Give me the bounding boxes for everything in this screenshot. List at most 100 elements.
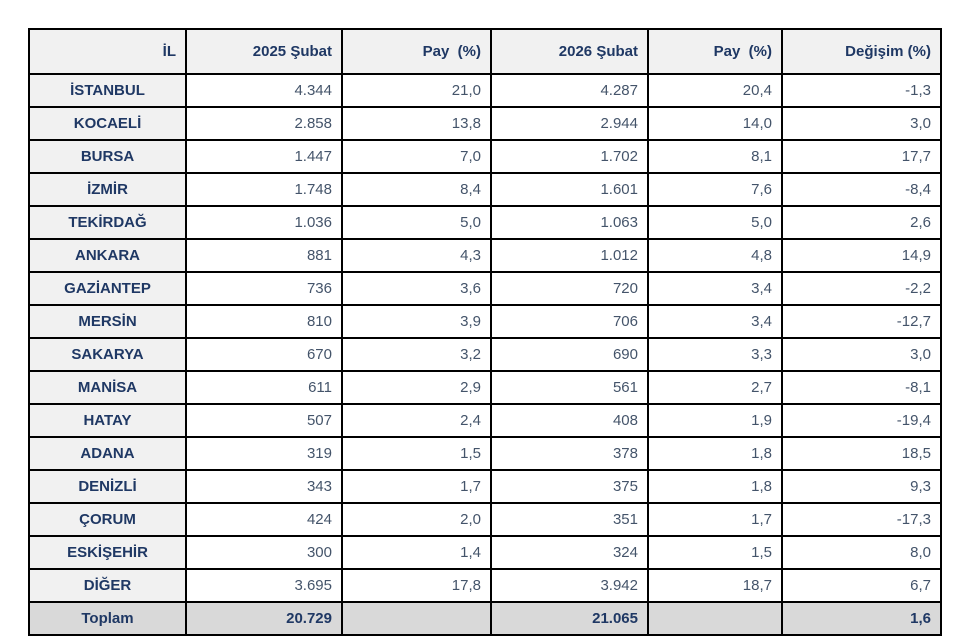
province-name-cell: ADANA bbox=[28, 436, 187, 471]
table-footer: Toplam 20.729 21.065 1,6 bbox=[28, 601, 942, 636]
value-cell: 300 bbox=[185, 535, 343, 570]
province-name-cell: SAKARYA bbox=[28, 337, 187, 372]
table-row: GAZİANTEP 736 3,6 720 3,4 -2,2 bbox=[28, 271, 942, 306]
column-header-pay-2025: Pay (%) bbox=[341, 28, 492, 75]
value-cell: 18,5 bbox=[781, 436, 942, 471]
value-cell: 324 bbox=[490, 535, 649, 570]
value-cell: 3.942 bbox=[490, 568, 649, 603]
value-cell: 1,5 bbox=[341, 436, 492, 471]
value-cell: 20,4 bbox=[647, 73, 783, 108]
header-row: İL 2025 Şubat Pay (%) 2026 Şubat Pay (%)… bbox=[28, 28, 942, 75]
column-header-2025-subat: 2025 Şubat bbox=[185, 28, 343, 75]
column-header-pay-2026: Pay (%) bbox=[647, 28, 783, 75]
province-name-cell: DENİZLİ bbox=[28, 469, 187, 504]
value-cell: 507 bbox=[185, 403, 343, 438]
province-name-cell: MERSİN bbox=[28, 304, 187, 339]
value-cell: 2,7 bbox=[647, 370, 783, 405]
table-row: DENİZLİ 343 1,7 375 1,8 9,3 bbox=[28, 469, 942, 504]
value-cell: 720 bbox=[490, 271, 649, 306]
value-cell: 319 bbox=[185, 436, 343, 471]
total-2026-cell: 21.065 bbox=[490, 601, 649, 636]
value-cell: 3.695 bbox=[185, 568, 343, 603]
value-cell: 3,6 bbox=[341, 271, 492, 306]
value-cell: 1,7 bbox=[647, 502, 783, 537]
value-cell: 5,0 bbox=[647, 205, 783, 240]
total-degisim-cell: 1,6 bbox=[781, 601, 942, 636]
table-row: HATAY 507 2,4 408 1,9 -19,4 bbox=[28, 403, 942, 438]
column-header-degisim: Değişim (%) bbox=[781, 28, 942, 75]
province-data-table: İL 2025 Şubat Pay (%) 2026 Şubat Pay (%)… bbox=[28, 28, 942, 636]
table-row: ANKARA 881 4,3 1.012 4,8 14,9 bbox=[28, 238, 942, 273]
value-cell: 408 bbox=[490, 403, 649, 438]
value-cell: 424 bbox=[185, 502, 343, 537]
province-data-table-container: İL 2025 Şubat Pay (%) 2026 Şubat Pay (%)… bbox=[28, 28, 942, 636]
value-cell: 3,0 bbox=[781, 106, 942, 141]
table-row: KOCAELİ 2.858 13,8 2.944 14,0 3,0 bbox=[28, 106, 942, 141]
value-cell: 4,3 bbox=[341, 238, 492, 273]
value-cell: 2,4 bbox=[341, 403, 492, 438]
value-cell: 1,8 bbox=[647, 469, 783, 504]
value-cell: 1,5 bbox=[647, 535, 783, 570]
value-cell: 2.858 bbox=[185, 106, 343, 141]
value-cell: 17,8 bbox=[341, 568, 492, 603]
column-header-2026-subat: 2026 Şubat bbox=[490, 28, 649, 75]
table-row: DİĞER 3.695 17,8 3.942 18,7 6,7 bbox=[28, 568, 942, 603]
value-cell: 670 bbox=[185, 337, 343, 372]
value-cell: 3,4 bbox=[647, 271, 783, 306]
table-row: MANİSA 611 2,9 561 2,7 -8,1 bbox=[28, 370, 942, 405]
value-cell: 6,7 bbox=[781, 568, 942, 603]
value-cell: 378 bbox=[490, 436, 649, 471]
province-name-cell: GAZİANTEP bbox=[28, 271, 187, 306]
province-name-cell: İZMİR bbox=[28, 172, 187, 207]
value-cell: 1.012 bbox=[490, 238, 649, 273]
province-name-cell: BURSA bbox=[28, 139, 187, 174]
value-cell: 3,9 bbox=[341, 304, 492, 339]
value-cell: 1.702 bbox=[490, 139, 649, 174]
value-cell: 351 bbox=[490, 502, 649, 537]
table-header: İL 2025 Şubat Pay (%) 2026 Şubat Pay (%)… bbox=[28, 28, 942, 75]
value-cell: 1,9 bbox=[647, 403, 783, 438]
total-pay-2025-cell bbox=[341, 601, 492, 636]
table-row: İSTANBUL 4.344 21,0 4.287 20,4 -1,3 bbox=[28, 73, 942, 108]
value-cell: -12,7 bbox=[781, 304, 942, 339]
value-cell: 1.601 bbox=[490, 172, 649, 207]
value-cell: 706 bbox=[490, 304, 649, 339]
province-name-cell: MANİSA bbox=[28, 370, 187, 405]
table-row: MERSİN 810 3,9 706 3,4 -12,7 bbox=[28, 304, 942, 339]
province-name-cell: DİĞER bbox=[28, 568, 187, 603]
value-cell: 8,1 bbox=[647, 139, 783, 174]
value-cell: -8,1 bbox=[781, 370, 942, 405]
value-cell: 8,4 bbox=[341, 172, 492, 207]
value-cell: 1.063 bbox=[490, 205, 649, 240]
value-cell: 1,7 bbox=[341, 469, 492, 504]
value-cell: -1,3 bbox=[781, 73, 942, 108]
total-pay-2026-cell bbox=[647, 601, 783, 636]
value-cell: 21,0 bbox=[341, 73, 492, 108]
value-cell: 1.036 bbox=[185, 205, 343, 240]
value-cell: 2,9 bbox=[341, 370, 492, 405]
value-cell: -8,4 bbox=[781, 172, 942, 207]
value-cell: 343 bbox=[185, 469, 343, 504]
value-cell: 810 bbox=[185, 304, 343, 339]
value-cell: 7,6 bbox=[647, 172, 783, 207]
total-label-cell: Toplam bbox=[28, 601, 187, 636]
value-cell: 3,4 bbox=[647, 304, 783, 339]
province-name-cell: ESKİŞEHİR bbox=[28, 535, 187, 570]
value-cell: 2,0 bbox=[341, 502, 492, 537]
value-cell: 5,0 bbox=[341, 205, 492, 240]
value-cell: 736 bbox=[185, 271, 343, 306]
value-cell: 7,0 bbox=[341, 139, 492, 174]
table-row: İZMİR 1.748 8,4 1.601 7,6 -8,4 bbox=[28, 172, 942, 207]
value-cell: 2,6 bbox=[781, 205, 942, 240]
table-row: ADANA 319 1,5 378 1,8 18,5 bbox=[28, 436, 942, 471]
column-header-il: İL bbox=[28, 28, 187, 75]
value-cell: 561 bbox=[490, 370, 649, 405]
value-cell: 3,0 bbox=[781, 337, 942, 372]
value-cell: -2,2 bbox=[781, 271, 942, 306]
value-cell: 2.944 bbox=[490, 106, 649, 141]
value-cell: 611 bbox=[185, 370, 343, 405]
table-row: ÇORUM 424 2,0 351 1,7 -17,3 bbox=[28, 502, 942, 537]
value-cell: 4.344 bbox=[185, 73, 343, 108]
table-body: İSTANBUL 4.344 21,0 4.287 20,4 -1,3 KOCAELİ 2.8… bbox=[28, 73, 942, 603]
value-cell: 1.447 bbox=[185, 139, 343, 174]
